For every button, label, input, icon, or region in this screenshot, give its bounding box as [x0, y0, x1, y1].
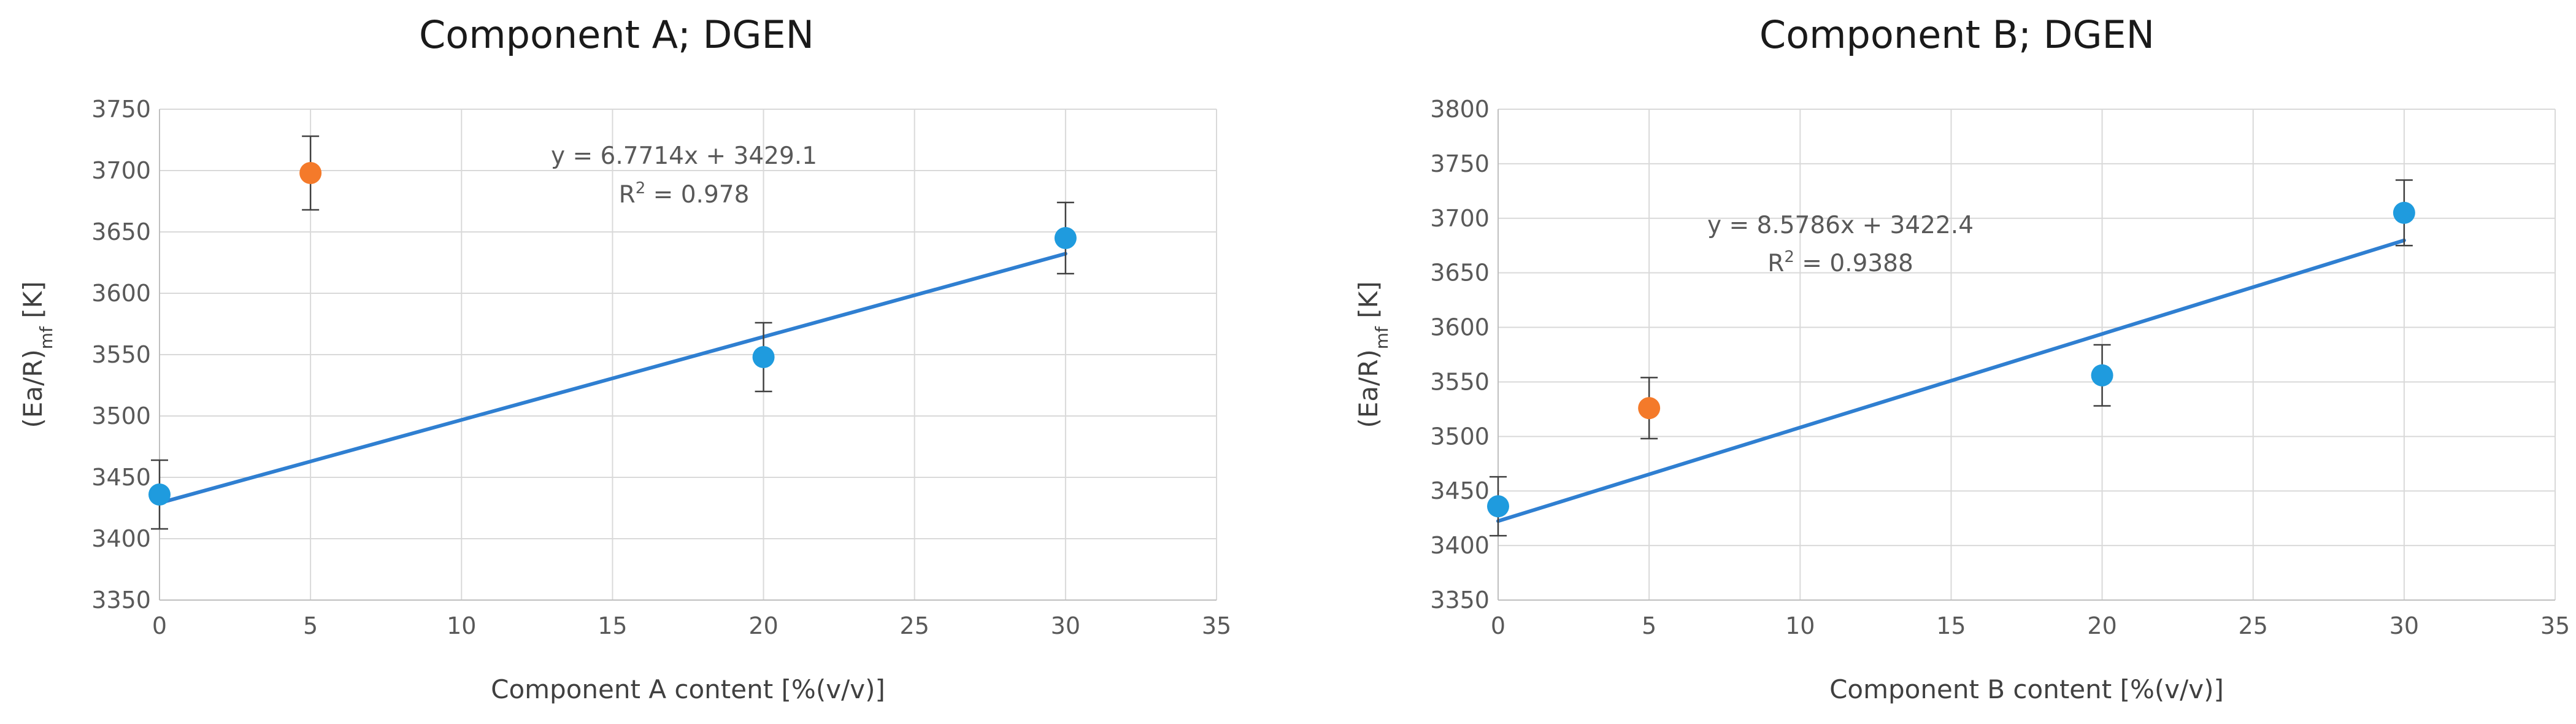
trendline-equation: y = 8.5786x + 3422.4: [1707, 212, 1974, 239]
y-tick-label: 3450: [1430, 477, 1490, 504]
x-tick-label: 5: [303, 612, 318, 639]
x-tick-label: 35: [1202, 612, 1231, 639]
x-tick-label: 0: [1491, 612, 1505, 639]
chart-title: Component B; DGEN: [1759, 12, 2155, 57]
y-tick-label: 3650: [91, 218, 151, 245]
y-tick-label: 3400: [1430, 532, 1490, 559]
y-tick-label: 3400: [91, 525, 151, 552]
y-tick-label: 3600: [91, 280, 151, 307]
y-tick-label: 3750: [91, 96, 151, 123]
y-tick-label: 3500: [91, 402, 151, 429]
trendline: [158, 252, 1067, 505]
x-tick-label: 30: [1051, 612, 1080, 639]
y-tick-label: 3350: [1430, 587, 1490, 614]
x-axis-label: Component A content [%(v/v)]: [491, 674, 885, 704]
x-tick-label: 10: [1785, 612, 1815, 639]
y-tick-label: 3550: [91, 341, 151, 368]
y-tick-label: 3350: [91, 587, 151, 614]
x-tick-label: 5: [1642, 612, 1656, 639]
x-tick-label: 20: [748, 612, 778, 639]
trendline-equation: y = 6.7714x + 3429.1: [551, 142, 817, 170]
x-tick-label: 35: [2540, 612, 2570, 639]
y-tick-label: 3650: [1430, 260, 1490, 287]
data-point-series1: [752, 346, 775, 368]
y-tick-label: 3700: [1430, 205, 1490, 232]
data-point-series1: [148, 483, 171, 506]
y-tick-label: 3450: [91, 464, 151, 491]
y-tick-label: 3750: [1430, 150, 1490, 177]
x-tick-label: 30: [2390, 612, 2419, 639]
y-axis-label: (Ea/R)mf [K]: [1353, 281, 1392, 428]
y-tick-label: 3500: [1430, 423, 1490, 450]
y-tick-label: 3600: [1430, 314, 1490, 341]
y-axis-label: (Ea/R)mf [K]: [18, 281, 56, 428]
x-tick-label: 25: [900, 612, 929, 639]
data-point-series1: [1487, 495, 1509, 518]
y-tick-label: 3550: [1430, 368, 1490, 395]
chart-panel-b: Component B; DGEN33503400345035003550360…: [1353, 12, 2570, 704]
r-squared-label: R2 = 0.9388: [1767, 248, 1913, 277]
x-tick-label: 20: [2087, 612, 2117, 639]
y-tick-label: 3800: [1430, 96, 1490, 123]
x-tick-label: 0: [152, 612, 167, 639]
data-point-series2: [299, 162, 322, 184]
y-tick-label: 3700: [91, 157, 151, 184]
r-squared-label: R2 = 0.978: [619, 179, 750, 209]
x-axis-label: Component B content [%(v/v)]: [1829, 674, 2224, 704]
x-tick-label: 10: [447, 612, 476, 639]
chart-panel-a: Component A; DGEN33503400345035003550360…: [18, 12, 1231, 704]
x-tick-label: 15: [1936, 612, 1966, 639]
chart-title: Component A; DGEN: [419, 12, 814, 57]
data-point-series1: [2091, 364, 2113, 387]
x-tick-label: 15: [598, 612, 627, 639]
x-tick-label: 25: [2239, 612, 2268, 639]
data-point-series2: [1638, 397, 1661, 420]
data-point-series1: [1054, 227, 1077, 249]
trendline: [1496, 238, 2406, 523]
data-point-series1: [2393, 201, 2415, 224]
